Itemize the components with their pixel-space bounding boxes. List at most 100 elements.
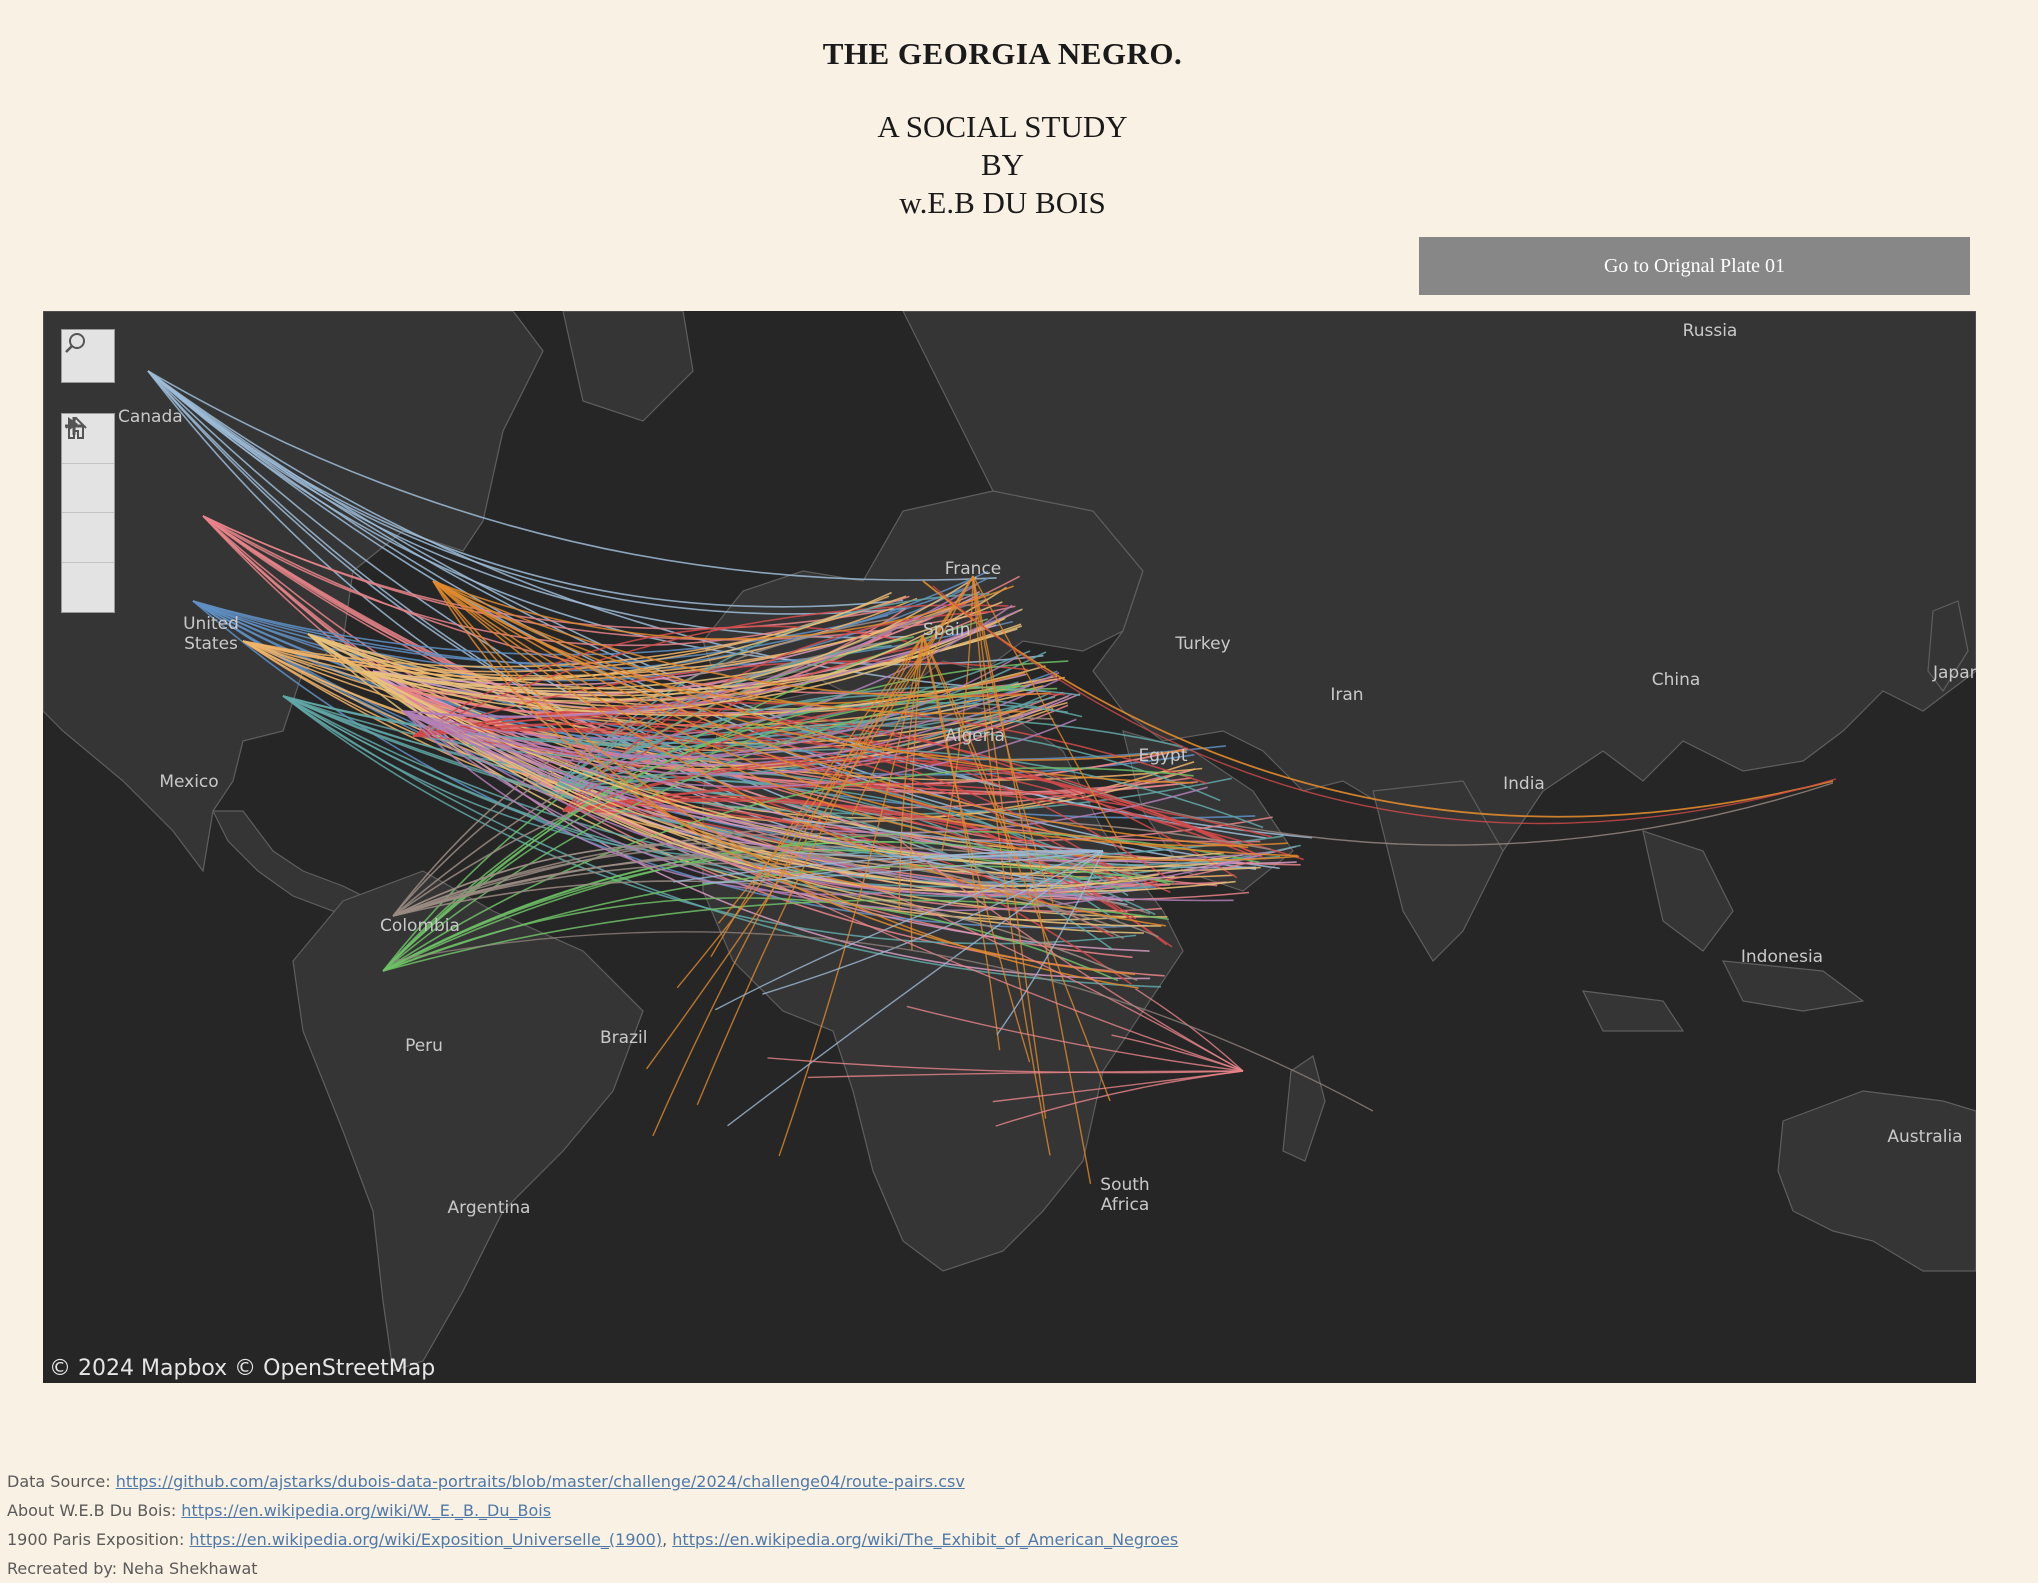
route-arc	[645, 575, 974, 1070]
route-arc	[762, 850, 1104, 995]
about-link[interactable]: https://en.wikipedia.org/wiki/W._E._B._D…	[181, 1501, 552, 1520]
route-arc	[362, 670, 1261, 872]
country-label: South	[1100, 1175, 1149, 1195]
data-source-line: Data Source: https://github.com/ajstarks…	[7, 1467, 1178, 1496]
route-arc	[552, 701, 1068, 790]
route-arc	[1135, 988, 1244, 1072]
route-arc	[992, 1070, 1244, 1103]
country-label: Turkey	[1174, 634, 1230, 654]
route-arc	[402, 678, 1060, 766]
route-arc	[402, 710, 883, 896]
route-arc	[402, 583, 978, 718]
subtitle-line: w.E.B DU BOIS	[899, 185, 1106, 220]
route-arc	[372, 590, 981, 686]
route-arc	[392, 616, 899, 917]
route-arc	[402, 710, 1115, 912]
route-arc	[922, 635, 1031, 1063]
about-line: About W.E.B Du Bois: https://en.wikipedi…	[7, 1496, 1178, 1525]
route-arc	[402, 710, 1208, 834]
route-arc	[392, 852, 1151, 917]
data-source-link[interactable]: https://github.com/ajstarks/dubois-data-…	[115, 1472, 965, 1491]
route-arc	[402, 609, 1020, 718]
reset-view-button[interactable]	[62, 416, 114, 563]
country-label: Russia	[1683, 321, 1738, 341]
country-label: Brazil	[600, 1028, 647, 1048]
route-arc	[432, 580, 1026, 715]
route-arc	[147, 370, 997, 581]
route-arc	[432, 580, 1166, 927]
route-arc	[432, 580, 1249, 849]
map-search-button[interactable]	[61, 329, 115, 383]
expo-link-1[interactable]: https://en.wikipedia.org/wiki/Exposition…	[189, 1530, 663, 1549]
route-arc	[673, 850, 1104, 883]
route-arc	[562, 785, 1304, 861]
page-subtitle: A SOCIAL STUDY BY w.E.B DU BOIS	[0, 108, 2005, 222]
go-to-plate-button[interactable]: Go to Orignal Plate 01	[1419, 237, 1970, 295]
route-arc	[782, 817, 1104, 852]
route-arc	[727, 850, 1104, 1127]
subtitle-line: BY	[980, 147, 1025, 182]
country-labels: Canada United States Mexico Colombia Per…	[118, 321, 1976, 1218]
route-arc	[714, 850, 1104, 1011]
route-arc	[972, 575, 1092, 1184]
expo-line: 1900 Paris Exposition: https://en.wikipe…	[7, 1525, 1178, 1554]
route-arc	[779, 850, 1104, 881]
route-arc	[412, 660, 1029, 737]
route-arc	[785, 850, 1104, 858]
route-arc	[898, 839, 1244, 1072]
route-arc	[392, 842, 855, 917]
zoom-out-button[interactable]	[62, 424, 114, 513]
route-arc	[767, 1057, 1244, 1074]
map-zoom-controls	[61, 413, 115, 613]
route-arc	[282, 695, 1232, 815]
route-arc	[432, 580, 1300, 862]
route-arc	[922, 635, 1021, 866]
map-canvas[interactable]: Canada United States Mexico Colombia Per…	[43, 311, 1976, 1383]
landmasses	[43, 311, 1976, 1372]
route-arc	[382, 660, 1069, 972]
route-arc	[932, 585, 1837, 825]
route-arc	[402, 693, 1073, 776]
expo-link-2[interactable]: https://en.wikipedia.org/wiki/The_Exhibi…	[672, 1530, 1179, 1549]
country-label: India	[1503, 774, 1545, 794]
country-label: Colombia	[380, 916, 460, 936]
expo-separator: ,	[662, 1530, 673, 1549]
route-arc	[432, 580, 1051, 698]
route-arc	[392, 717, 1054, 917]
pan-mode-button[interactable]	[62, 417, 114, 613]
route-map[interactable]: Canada United States Mexico Colombia Per…	[43, 311, 1976, 1383]
country-label: Canada	[118, 407, 183, 427]
route-arc	[382, 687, 1058, 972]
route-arc	[910, 635, 924, 951]
route-arc	[412, 728, 1168, 946]
route-arc	[906, 1005, 1244, 1072]
route-arc	[362, 670, 1162, 927]
page-title: THE GEORGIA NEGRO.	[822, 36, 1183, 71]
country-label: Egypt	[1138, 746, 1187, 766]
route-arc	[710, 635, 924, 958]
route-arc	[996, 850, 1104, 1036]
route-arc	[147, 370, 908, 615]
route-arc	[392, 685, 1192, 795]
route-arc	[562, 782, 1272, 838]
route-arc	[702, 850, 1104, 884]
route-arc	[382, 767, 1194, 972]
country-label: Australia	[1887, 1127, 1962, 1147]
route-arc	[242, 640, 1235, 879]
route-arc	[922, 635, 1111, 1102]
country-label: Japan	[1932, 663, 1976, 683]
expo-label: 1900 Paris Exposition:	[7, 1530, 190, 1549]
route-arc	[147, 370, 1047, 693]
route-arc	[807, 1070, 1244, 1079]
route-arc	[922, 580, 1834, 818]
route-arc	[242, 640, 1203, 781]
route-arc	[382, 841, 895, 972]
country-label: France	[945, 559, 1002, 579]
route-arc	[402, 710, 1077, 788]
country-label: United	[183, 614, 239, 634]
route-arc	[1032, 770, 1834, 846]
country-label: Africa	[1101, 1195, 1150, 1215]
country-label: Algeria	[945, 726, 1005, 746]
route-arc	[652, 635, 924, 1137]
country-label: Spain	[923, 620, 971, 640]
